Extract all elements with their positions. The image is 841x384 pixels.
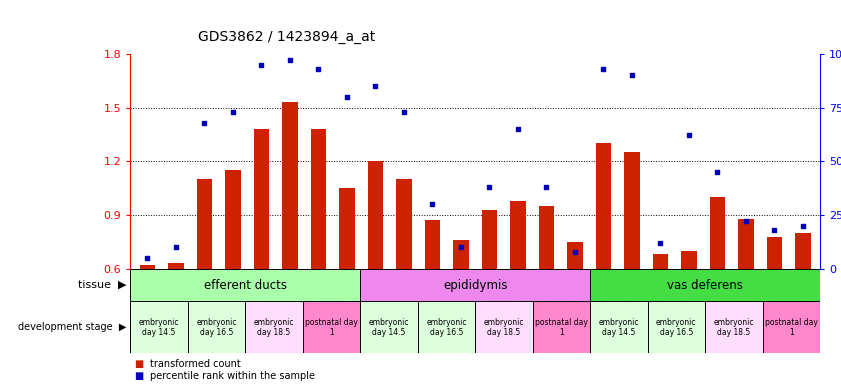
Text: postnatal day
1: postnatal day 1 [305,318,358,337]
Bar [396,179,412,269]
Bar [130,301,188,353]
Bar [425,220,440,269]
Bar [339,188,355,269]
Bar [453,240,468,269]
Bar [510,201,526,269]
Point [711,169,724,175]
Text: epididymis: epididymis [443,279,507,291]
Point [312,66,325,72]
Point [540,184,553,190]
Point [511,126,525,132]
Bar [648,301,705,353]
Bar [705,301,763,353]
Text: ■: ■ [135,359,144,369]
Point [226,109,240,115]
Bar [653,255,669,269]
Point [255,61,268,68]
Text: postnatal day
1: postnatal day 1 [764,318,817,337]
Point [454,244,468,250]
Bar [140,265,156,269]
Bar [254,129,269,269]
Bar [225,170,241,269]
Bar [595,143,611,269]
Text: transformed count: transformed count [150,359,241,369]
Point [739,218,753,225]
Bar [130,269,360,301]
Bar [310,129,326,269]
Bar [303,301,360,353]
Point [796,223,810,229]
Bar [624,152,640,269]
Bar [246,301,303,353]
Text: efferent ducts: efferent ducts [204,279,287,291]
Point [198,119,211,126]
Text: embryonic
day 14.5: embryonic day 14.5 [368,318,410,337]
Text: embryonic
day 14.5: embryonic day 14.5 [139,318,179,337]
Text: embryonic
day 16.5: embryonic day 16.5 [196,318,237,337]
Bar [482,210,497,269]
Bar [168,263,184,269]
Bar [188,301,246,353]
Text: embryonic
day 18.5: embryonic day 18.5 [254,318,294,337]
Point [341,94,354,100]
Point [397,109,410,115]
Point [625,72,638,78]
Text: tissue  ▶: tissue ▶ [77,280,126,290]
Bar [538,206,554,269]
Point [368,83,382,89]
Bar [567,242,583,269]
Point [768,227,781,233]
Bar [590,301,648,353]
Text: embryonic
day 14.5: embryonic day 14.5 [599,318,639,337]
Bar [532,301,590,353]
Point [426,201,439,207]
Point [682,132,696,139]
Text: percentile rank within the sample: percentile rank within the sample [150,371,315,381]
Bar [590,269,820,301]
Point [169,244,182,250]
Point [140,255,154,261]
Text: development stage  ▶: development stage ▶ [18,322,126,333]
Point [653,240,667,246]
Text: GDS3862 / 1423894_a_at: GDS3862 / 1423894_a_at [198,30,375,44]
Bar [475,301,532,353]
Text: vas deferens: vas deferens [667,279,743,291]
Bar [795,233,811,269]
Bar [738,218,754,269]
Bar [360,269,590,301]
Text: embryonic
day 16.5: embryonic day 16.5 [656,318,696,337]
Text: ■: ■ [135,371,144,381]
Bar [766,237,782,269]
Point [283,57,297,63]
Point [596,66,610,72]
Text: postnatal day
1: postnatal day 1 [535,318,588,337]
Bar [418,301,475,353]
Text: embryonic
day 18.5: embryonic day 18.5 [713,318,754,337]
Bar [368,161,383,269]
Bar [763,301,820,353]
Bar [282,102,298,269]
Bar [710,197,725,269]
Bar [197,179,212,269]
Text: embryonic
day 18.5: embryonic day 18.5 [484,318,524,337]
Bar [360,301,418,353]
Point [569,248,582,255]
Point [483,184,496,190]
Bar [681,251,696,269]
Text: embryonic
day 16.5: embryonic day 16.5 [426,318,467,337]
